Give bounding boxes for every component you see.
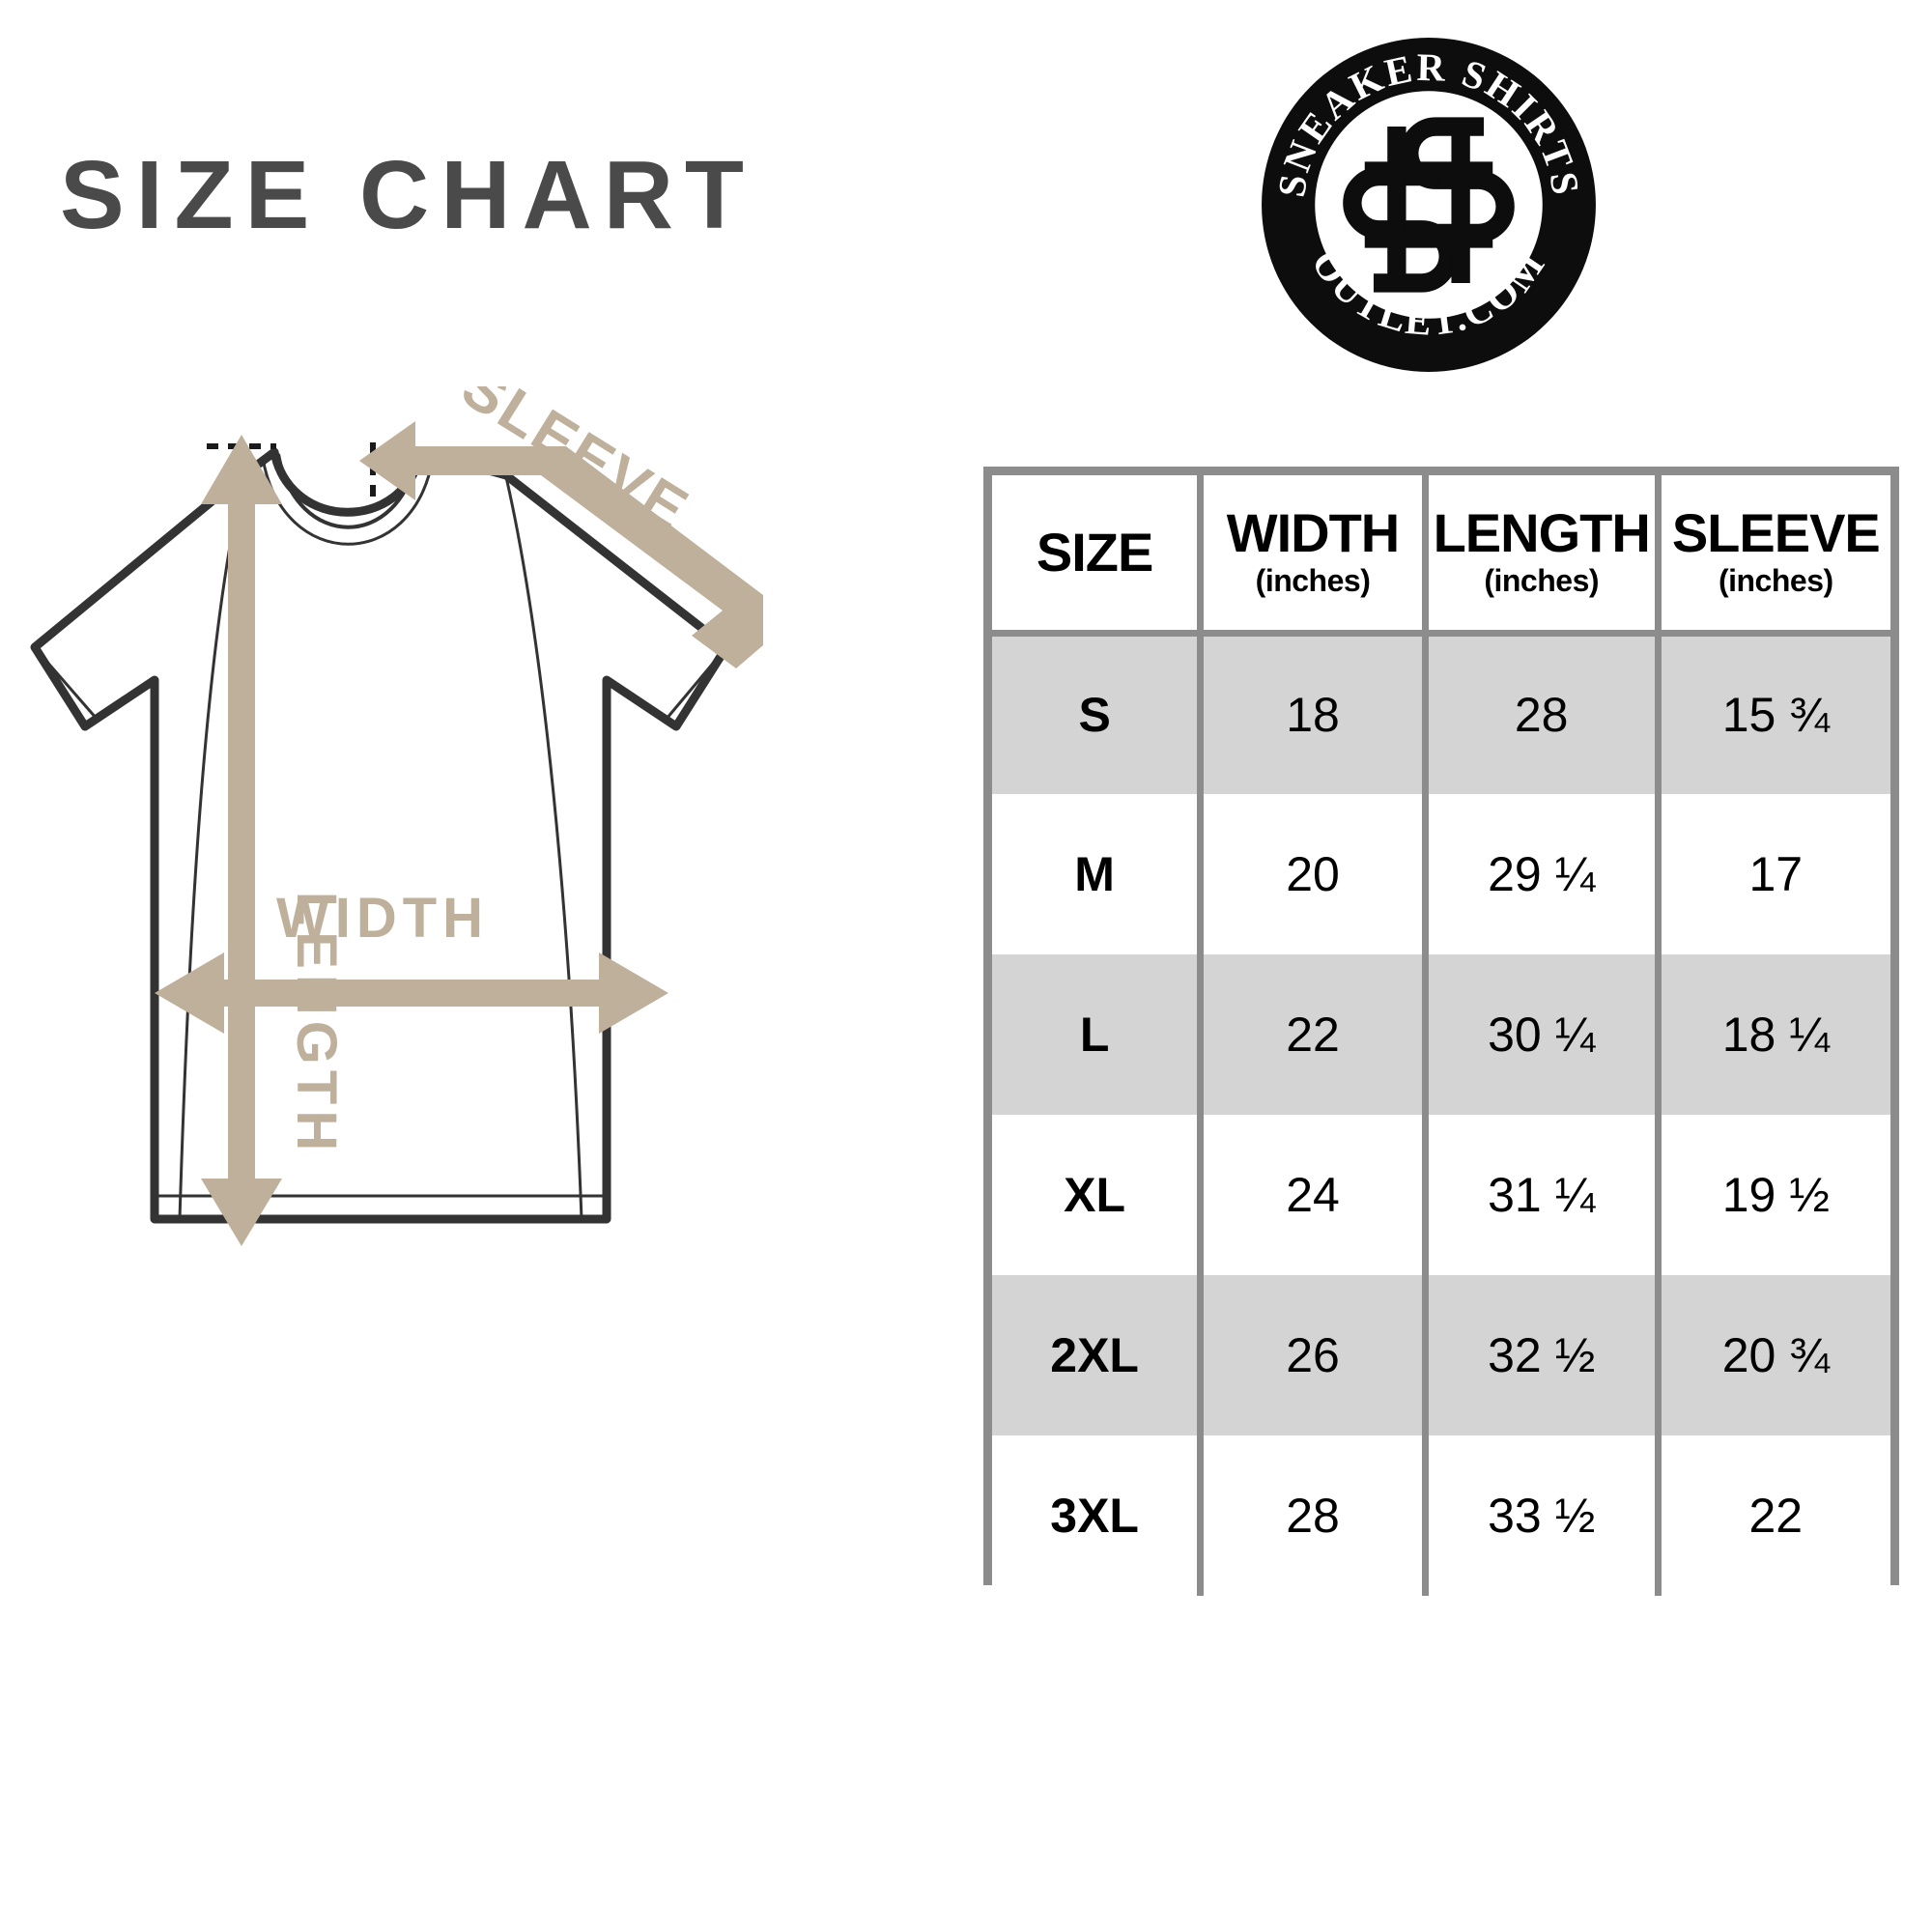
cell-sleeve: 17 [1654, 793, 1890, 954]
tshirt-diagram: SLEEVE LENGTH WIDTH [0, 354, 792, 1352]
table-row: M 20 29 ¼ 17 [992, 793, 1890, 954]
cell-sleeve: 18 ¼ [1654, 953, 1890, 1115]
cell-size: S [992, 633, 1205, 794]
logo-monogram-icon [1343, 117, 1515, 293]
column-header-size: SIZE [992, 475, 1205, 637]
brand-logo: SNEAKER SHIRTS OUTLET.COM [1251, 27, 1606, 383]
cell-width: 22 [1197, 953, 1429, 1115]
cell-length: 33 ½ [1421, 1435, 1662, 1596]
cell-width: 18 [1197, 633, 1429, 794]
table-header-row: SIZE WIDTH (inches) LENGTH (inches) SLEE… [992, 475, 1890, 637]
column-header-width: WIDTH (inches) [1197, 475, 1429, 637]
column-header-length-label: LENGTH [1433, 502, 1651, 564]
cell-width: 20 [1197, 793, 1429, 954]
table-row: 3XL 28 33 ½ 22 [992, 1435, 1890, 1596]
cell-length: 30 ¼ [1421, 953, 1662, 1115]
cell-sleeve: 19 ½ [1654, 1114, 1890, 1275]
table-row: L 22 30 ¼ 18 ¼ [992, 953, 1890, 1115]
cell-size: L [992, 953, 1205, 1115]
cell-size: M [992, 793, 1205, 954]
cell-width: 24 [1197, 1114, 1429, 1275]
column-header-sleeve-label: SLEEVE [1671, 502, 1881, 564]
width-arrow-icon [155, 952, 668, 1034]
cell-size: 3XL [992, 1435, 1205, 1596]
cell-size: 2XL [992, 1274, 1205, 1435]
size-table: SIZE WIDTH (inches) LENGTH (inches) SLEE… [992, 475, 1890, 1596]
table-row: 2XL 26 32 ½ 20 ¾ [992, 1274, 1890, 1435]
length-label: LENGTH [285, 892, 348, 1156]
column-header-length: LENGTH (inches) [1421, 475, 1662, 637]
table-row: S 18 28 15 ¾ [992, 633, 1890, 794]
cell-sleeve: 20 ¾ [1654, 1274, 1890, 1435]
sleeve-arrow-icon [359, 421, 763, 668]
length-arrow-icon [201, 435, 282, 1246]
column-header-sleeve-unit: (inches) [1718, 562, 1833, 598]
cell-size: XL [992, 1114, 1205, 1275]
column-header-sleeve: SLEEVE (inches) [1654, 475, 1890, 637]
cell-sleeve: 22 [1654, 1435, 1890, 1596]
cell-width: 28 [1197, 1435, 1429, 1596]
cell-length: 28 [1421, 633, 1662, 794]
column-header-width-label: WIDTH [1226, 502, 1401, 564]
cell-length: 29 ¼ [1421, 793, 1662, 954]
cell-sleeve: 15 ¾ [1654, 633, 1890, 794]
column-header-size-label: SIZE [1036, 522, 1153, 583]
column-header-width-unit: (inches) [1255, 562, 1371, 598]
tshirt-outline-icon [30, 447, 731, 1224]
cell-length: 31 ¼ [1421, 1114, 1662, 1275]
cell-length: 32 ½ [1421, 1274, 1662, 1435]
cell-width: 26 [1197, 1274, 1429, 1435]
width-label: WIDTH [276, 887, 489, 950]
column-header-length-unit: (inches) [1484, 562, 1600, 598]
table-row: XL 24 31 ¼ 19 ½ [992, 1114, 1890, 1275]
size-table-container: SIZE WIDTH (inches) LENGTH (inches) SLEE… [983, 467, 1899, 1596]
page-title: SIZE CHART [60, 141, 755, 249]
